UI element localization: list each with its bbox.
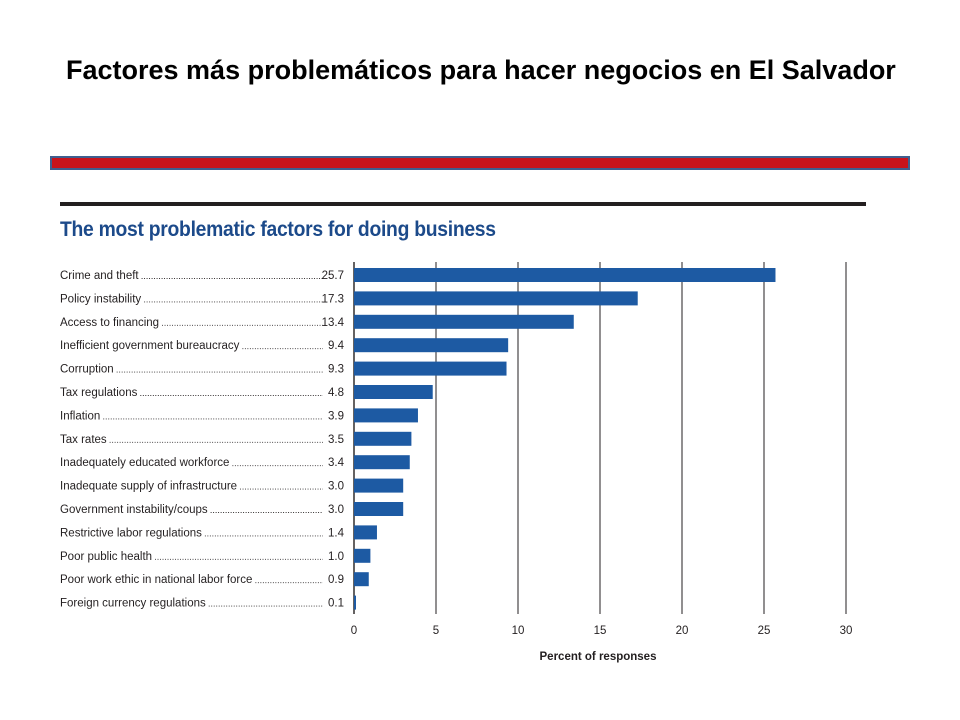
- value-label: 17.3: [322, 293, 344, 305]
- category-label: Inefficient government bureaucracy: [60, 340, 240, 352]
- value-label: 13.4: [322, 317, 345, 329]
- bar: [354, 408, 418, 423]
- x-tick-label: 25: [758, 625, 771, 637]
- value-label: 3.9: [328, 410, 344, 422]
- value-label: 0.1: [328, 598, 344, 610]
- accent-bar: [50, 156, 910, 170]
- value-label: 4.8: [328, 387, 344, 399]
- value-label: 3.0: [328, 481, 344, 493]
- category-label: Inflation: [60, 410, 100, 422]
- category-label: Tax regulations: [60, 387, 138, 399]
- value-label: 9.4: [328, 340, 345, 352]
- bar: [354, 502, 404, 516]
- value-label: 0.9: [328, 574, 344, 586]
- chart-title: The most problematic factors for doing b…: [60, 218, 496, 241]
- x-tick-label: 30: [840, 625, 853, 637]
- x-tick-label: 10: [512, 625, 525, 637]
- x-tick-label: 20: [676, 625, 689, 637]
- bar: [354, 572, 369, 587]
- category-label: Poor work ethic in national labor force: [60, 574, 252, 586]
- bar: [354, 268, 776, 282]
- value-label: 1.0: [328, 551, 344, 563]
- category-label: Foreign currency regulations: [60, 598, 206, 610]
- category-label: Poor public health: [60, 551, 152, 563]
- bar: [354, 361, 507, 376]
- category-label: Crime and theft: [60, 270, 139, 282]
- bar: [354, 385, 433, 399]
- chart-top-rule: [60, 202, 866, 206]
- category-label: Policy instability: [60, 293, 141, 305]
- bar: [354, 338, 509, 353]
- value-label: 3.4: [328, 457, 345, 469]
- bar: [354, 291, 638, 306]
- category-labels: Crime and theft 25.7 Policy instability 17.…: [60, 270, 345, 610]
- x-tick-label: 5: [433, 625, 439, 637]
- value-label: 3.0: [328, 504, 344, 516]
- category-label: Government instability/coups: [60, 504, 208, 516]
- bar: [354, 525, 377, 540]
- bar: [354, 595, 356, 610]
- x-axis-title: Percent of responses: [540, 651, 657, 663]
- category-label: Access to financing: [60, 317, 159, 329]
- value-label: 3.5: [328, 434, 344, 446]
- value-label: 1.4: [328, 527, 345, 539]
- bars: [354, 268, 776, 610]
- bar: [354, 455, 410, 470]
- bar: [354, 548, 371, 563]
- value-label: 9.3: [328, 364, 344, 376]
- category-label: Tax rates: [60, 434, 107, 446]
- value-label: 25.7: [322, 270, 344, 282]
- x-tick-label: 0: [351, 625, 357, 637]
- bar: [354, 478, 404, 493]
- bar: [354, 314, 574, 329]
- x-axis-ticks: 0 5 10 15 20 25 30: [351, 625, 853, 637]
- x-tick-label: 15: [594, 625, 607, 637]
- category-label: Inadequate supply of infrastructure: [60, 481, 237, 493]
- slide-title: Factores más problemáticos para hacer ne…: [66, 55, 896, 85]
- bar: [354, 431, 412, 446]
- category-label: Inadequately educated workforce: [60, 457, 229, 469]
- category-label: Corruption: [60, 364, 114, 376]
- category-label: Restrictive labor regulations: [60, 527, 202, 539]
